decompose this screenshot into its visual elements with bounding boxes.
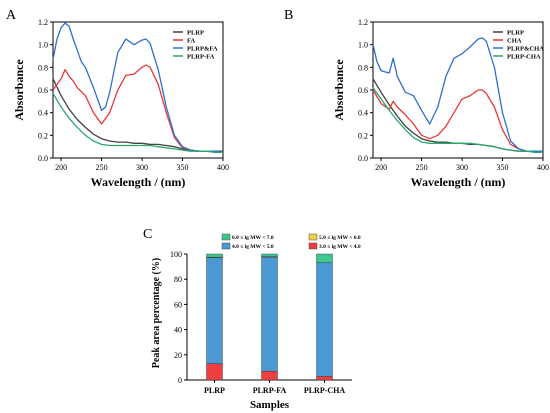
y-tick-label: 0.2 bbox=[38, 131, 48, 140]
x-tick-label: 300 bbox=[136, 163, 148, 172]
x-tick-label: 350 bbox=[177, 163, 189, 172]
x-tick-label: 200 bbox=[375, 163, 387, 172]
y-tick-label: 1.0 bbox=[38, 41, 48, 50]
x-axis-label: Wavelength / (nm) bbox=[91, 175, 186, 189]
y-tick-label: 40 bbox=[174, 326, 182, 335]
y-tick-label: 0.8 bbox=[358, 63, 368, 72]
absorbance-chart-a: 200 250 300 350 400 0.0 0.2 0.4 0.6 0.8 1.0 1.2 Wave… bbox=[12, 18, 229, 189]
y-tick-label: 0.8 bbox=[38, 63, 48, 72]
panel-label-b: B bbox=[284, 8, 293, 23]
y-tick-label: 80 bbox=[174, 275, 182, 284]
series-line-3 bbox=[372, 87, 543, 153]
bar-segment-1-3 bbox=[261, 253, 278, 257]
series-line-1 bbox=[372, 89, 544, 153]
series-line-3 bbox=[52, 93, 223, 153]
y-axis-label: Peak area percentage (%) bbox=[151, 258, 162, 368]
legend-label-3: 6.0 ≤ lg MW < 7.0 bbox=[232, 235, 274, 241]
y-tick-label: 0.6 bbox=[38, 86, 48, 95]
category-label: PLRP bbox=[204, 386, 225, 395]
bar-segment-1-1 bbox=[261, 256, 278, 372]
legend-swatch-0 bbox=[308, 242, 318, 250]
y-tick-label: 20 bbox=[174, 351, 182, 360]
category-label: PLRP-FA bbox=[253, 386, 287, 395]
legend-label-0: PLRP bbox=[187, 30, 204, 37]
bar-segment-2-1 bbox=[316, 262, 333, 377]
legend-label-3: PLRP-CHA bbox=[507, 54, 541, 61]
y-tick-label: 0 bbox=[178, 376, 182, 385]
legend-swatch-3 bbox=[221, 233, 231, 241]
y-tick-label: 0.4 bbox=[38, 109, 48, 118]
legend-swatch-2 bbox=[308, 233, 318, 241]
series-line-2 bbox=[372, 37, 543, 152]
x-tick-label: 350 bbox=[497, 163, 509, 172]
y-tick-label: 1.0 bbox=[358, 41, 368, 50]
legend-label-1: CHA bbox=[507, 38, 522, 45]
bar-segment-2-0 bbox=[316, 376, 333, 381]
legend-label-1: 4.0 ≤ lg MW < 5.0 bbox=[232, 244, 274, 250]
y-tick-label: 100 bbox=[170, 250, 182, 259]
x-axis-label: Wavelength / (nm) bbox=[411, 175, 506, 189]
bar-segment-1-0 bbox=[261, 370, 278, 381]
y-tick-label: 0.0 bbox=[358, 154, 368, 163]
series-line-0 bbox=[372, 78, 543, 152]
bar-segment-2-3 bbox=[316, 253, 333, 264]
series-line-1 bbox=[52, 64, 223, 153]
x-tick-label: 200 bbox=[55, 163, 67, 172]
y-tick-label: 0.0 bbox=[38, 154, 48, 163]
panel-label-c: C bbox=[143, 227, 152, 242]
x-tick-label: 250 bbox=[96, 163, 108, 172]
bar-segment-0-3 bbox=[206, 253, 223, 258]
category-label: PLRP-CHA bbox=[304, 386, 346, 395]
legend-label-2: PLRP&CHA bbox=[507, 46, 544, 53]
legend-label-0: 3.0 ≤ lg MW < 4.0 bbox=[319, 244, 361, 250]
bar-segment-0-1 bbox=[206, 257, 223, 364]
x-axis-label: Samples bbox=[250, 399, 290, 411]
series-line-2 bbox=[52, 22, 224, 153]
panel-label-a: A bbox=[6, 8, 17, 23]
legend-label-0: PLRP bbox=[507, 30, 524, 37]
legend-label-2: 5.0 ≤ lg MW < 6.0 bbox=[319, 235, 361, 241]
legend-label-3: PLRP-FA bbox=[187, 54, 215, 61]
x-tick-label: 250 bbox=[416, 163, 428, 172]
y-axis-label: Absorbance bbox=[332, 59, 346, 121]
legend-swatch-1 bbox=[221, 242, 231, 250]
x-tick-label: 400 bbox=[537, 163, 549, 172]
absorbance-chart-b: 200 250 300 350 400 0.0 0.2 0.4 0.6 0.8 1.0 1.2 Wave… bbox=[332, 18, 549, 189]
x-tick-label: 400 bbox=[217, 163, 229, 172]
y-tick-label: 60 bbox=[174, 300, 182, 309]
bar-segment-0-0 bbox=[206, 363, 223, 381]
y-tick-label: 0.6 bbox=[358, 86, 368, 95]
y-axis-label: Absorbance bbox=[12, 59, 26, 121]
peak-area-chart-c: 0 20 40 60 80 100 PLRP PLRP-FA PLRP-CHA Samples Pe… bbox=[151, 233, 361, 411]
legend-label-2: PLRP&FA bbox=[187, 46, 218, 53]
y-tick-label: 1.2 bbox=[38, 18, 48, 27]
x-tick-label: 300 bbox=[456, 163, 468, 172]
y-tick-label: 0.4 bbox=[358, 109, 368, 118]
y-tick-label: 0.2 bbox=[358, 131, 368, 140]
y-tick-label: 1.2 bbox=[358, 18, 368, 27]
legend-label-1: FA bbox=[187, 38, 195, 45]
